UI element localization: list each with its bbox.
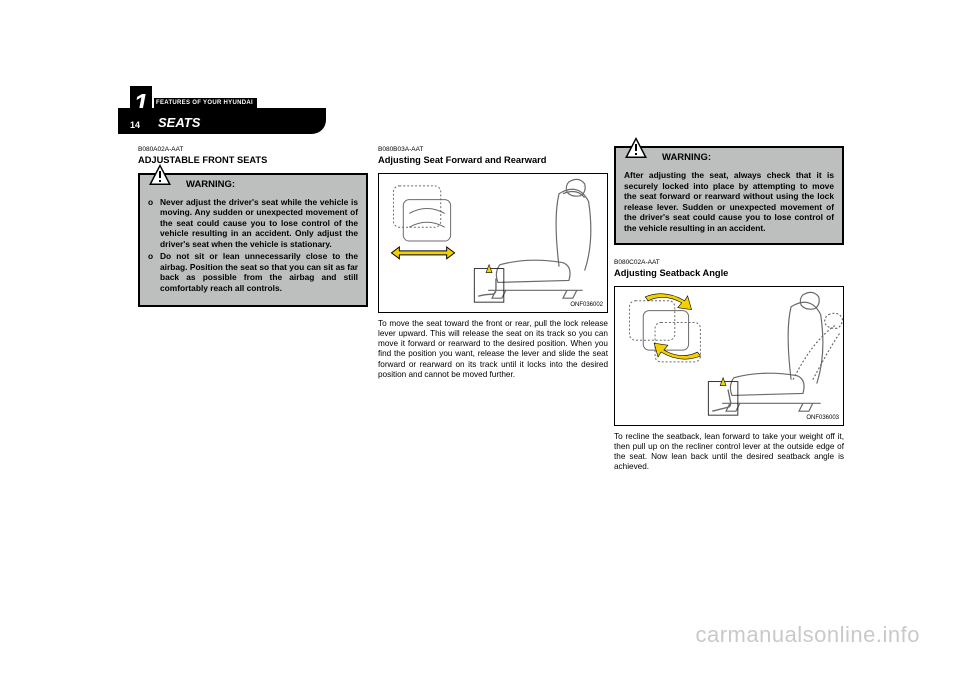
heading-adjustable-front-seats: ADJUSTABLE FRONT SEATS bbox=[138, 155, 368, 167]
illustration-seatback-angle: ONF036003 bbox=[614, 286, 844, 426]
warning-bullet: Do not sit or lean unnecessarily close t… bbox=[148, 251, 358, 293]
page: 1 FEATURES OF YOUR HYUNDAI 14 SEATS B080… bbox=[0, 0, 960, 678]
warning-body: After adjusting the seat, always check t… bbox=[624, 170, 834, 233]
code-label: B080A02A-AAT bbox=[138, 146, 368, 154]
header-tab bbox=[118, 108, 326, 134]
warning-box-2: WARNING: After adjusting the seat, alway… bbox=[614, 146, 844, 245]
warning-bullet-list: Never adjust the driver's seat while the… bbox=[148, 197, 358, 294]
body-text-seatback: To recline the seatback, lean forward to… bbox=[614, 432, 844, 473]
seatback-angle-svg bbox=[615, 287, 843, 425]
header-features-line: FEATURES OF YOUR HYUNDAI bbox=[154, 98, 257, 108]
warning-box-1: WARNING: Never adjust the driver's seat … bbox=[138, 173, 368, 308]
section-title: SEATS bbox=[158, 115, 200, 130]
column-3: WARNING: After adjusting the seat, alway… bbox=[614, 146, 844, 473]
warning-title: WARNING: bbox=[186, 179, 235, 191]
warning-title: WARNING: bbox=[662, 152, 711, 164]
heading-seatback-angle: Adjusting Seatback Angle bbox=[614, 268, 844, 280]
code-label: B080B03A-AAT bbox=[378, 146, 608, 154]
warning-icon bbox=[148, 163, 172, 187]
heading-forward-rearward: Adjusting Seat Forward and Rearward bbox=[378, 155, 608, 167]
column-1: B080A02A-AAT ADJUSTABLE FRONT SEATS WARN… bbox=[138, 146, 368, 307]
illustration-seat-forward: ONF036002 bbox=[378, 173, 608, 313]
body-text-forward: To move the seat toward the front or rea… bbox=[378, 319, 608, 381]
figure-code: ONF036003 bbox=[806, 415, 839, 423]
watermark: carmanualsonline.info bbox=[695, 622, 920, 648]
column-2: B080B03A-AAT Adjusting Seat Forward and … bbox=[378, 146, 608, 380]
code-label: B080C02A-AAT bbox=[614, 259, 844, 267]
seat-forward-svg bbox=[379, 174, 607, 312]
warning-icon bbox=[624, 136, 648, 160]
figure-code: ONF036002 bbox=[570, 302, 603, 310]
page-number: 14 bbox=[130, 120, 140, 130]
warning-bullet: Never adjust the driver's seat while the… bbox=[148, 197, 358, 250]
